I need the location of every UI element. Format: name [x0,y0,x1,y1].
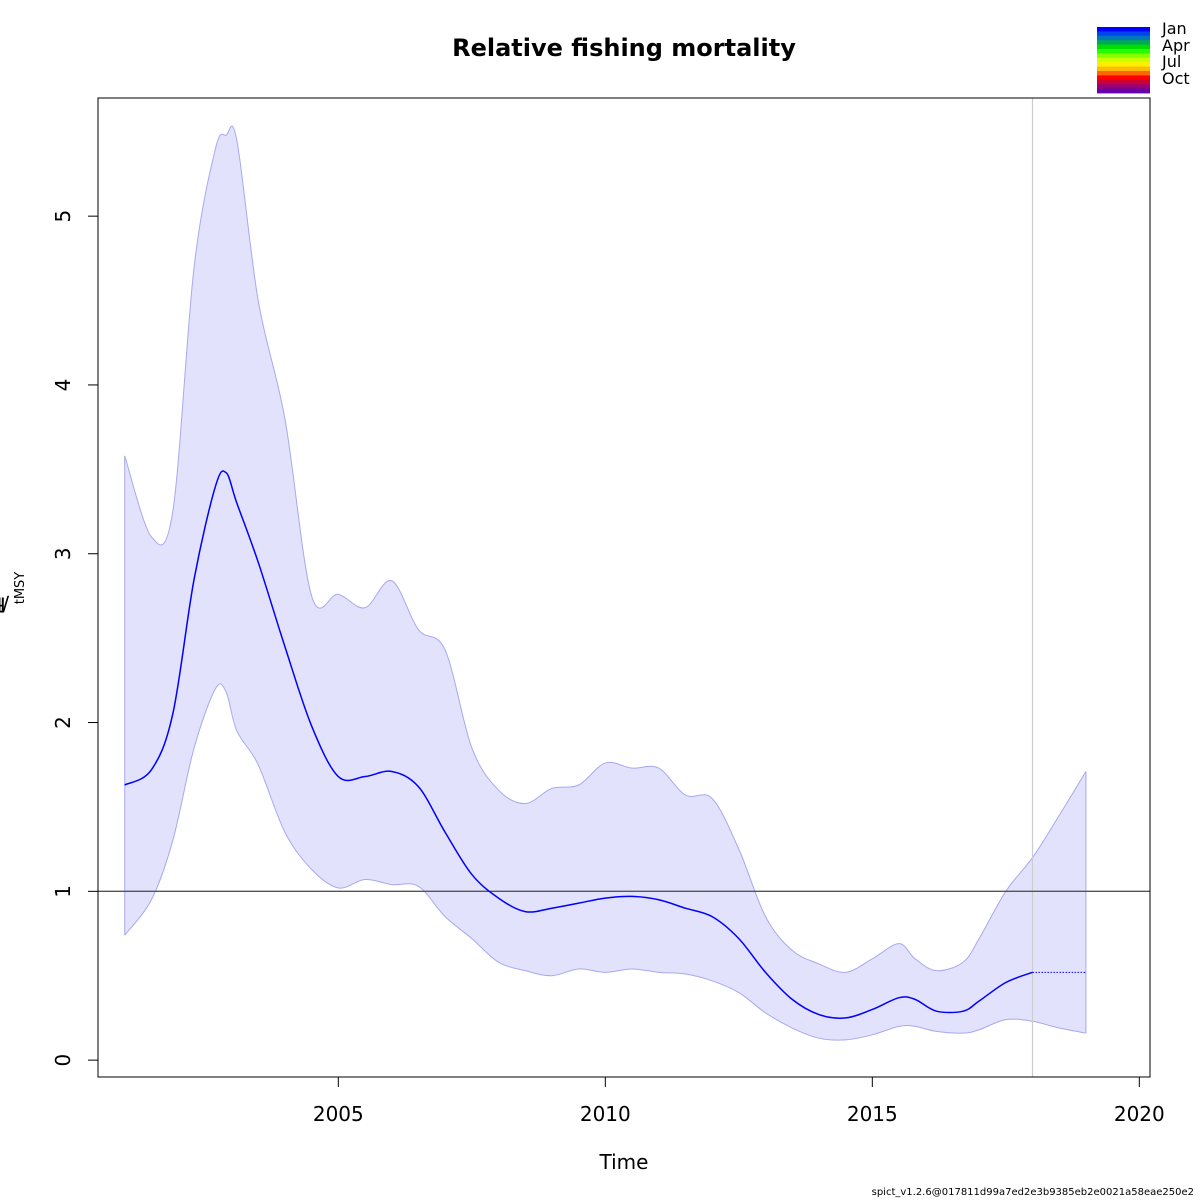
legend-color-stripe [1097,27,1150,32]
legend-color-stripe [1097,62,1150,67]
y-label-sub-msy: MSY [13,571,28,600]
legend-color-stripe [1097,40,1150,45]
y-tick-label: 5 [51,210,75,223]
plot-area [97,97,1151,1078]
legend-color-stripe [1097,31,1150,37]
confidence-band-lower [124,683,1087,1041]
legend-color-stripe [1097,88,1150,94]
y-tick-label: 2 [51,716,75,729]
series-line-estimate [124,470,1033,1019]
x-tick-label: 2015 [847,1102,898,1126]
legend-color-stripe [1097,35,1150,41]
x-axis: 2005 2010 2015 2020 [313,1076,1165,1126]
confidence-band [124,126,1086,1041]
legend-color-stripe [1097,53,1150,59]
legend-color-stripe [1097,44,1150,50]
x-tick-label: 2010 [580,1102,631,1126]
legend-label-jan: Jan [1162,19,1187,38]
y-tick-label: 3 [51,547,75,560]
season-legend-labels: Jan Apr Jul Oct [1162,19,1190,88]
x-axis-label: Time [599,1150,649,1174]
legend-color-stripe [1097,57,1150,63]
confidence-band-upper [124,125,1087,973]
y-tick-label: 0 [51,1054,75,1067]
y-axis: 0 1 2 3 4 5 [51,210,99,1067]
legend-label-apr: Apr [1162,35,1190,55]
legend-color-stripe [1097,84,1150,89]
series-line-layer [124,470,1086,1019]
y-label-sep: /F [0,592,10,617]
legend-label-jul: Jul [1162,52,1182,71]
legend-color-stripe [1097,66,1150,72]
season-legend-colorbar [1097,27,1150,94]
legend-color-stripe [1097,79,1150,85]
x-tick-label: 2005 [313,1102,364,1126]
x-tick-label: 2020 [1114,1102,1165,1126]
version-footer: spict_v1.2.6@017811d99a7ed2e3b9385eb2e00… [871,1187,1194,1198]
legend-color-stripe [1097,49,1150,54]
chart-title: Relative fishing mortality [452,34,796,62]
y-tick-label: 4 [51,379,75,392]
confidence-band-layer [124,125,1087,1041]
legend-color-stripe [1097,71,1150,76]
y-tick-label: 1 [51,885,75,898]
legend-label-oct: Oct [1162,68,1190,88]
legend-color-stripe [1097,75,1150,81]
y-label-sub-t: t [13,599,28,605]
